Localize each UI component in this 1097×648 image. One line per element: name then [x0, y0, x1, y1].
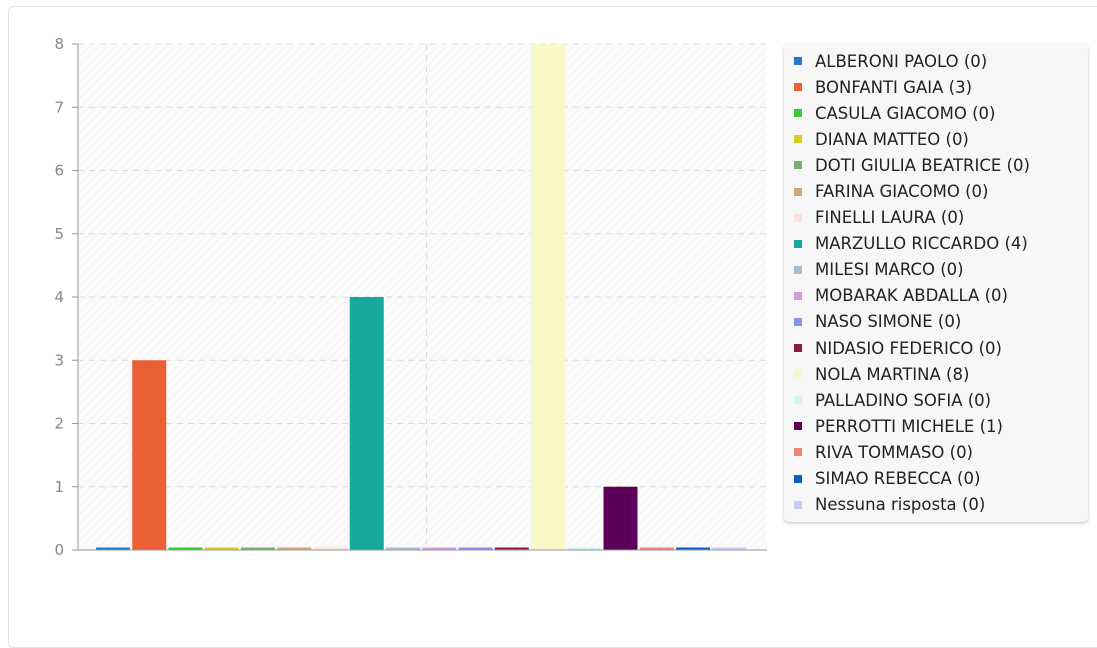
bar-8 [386, 547, 420, 550]
legend-swatch-7 [794, 239, 802, 248]
y-tick-label-3: 3 [54, 351, 64, 369]
bar-11 [494, 547, 529, 550]
bar-16 [676, 547, 710, 550]
bar-0 [96, 547, 130, 550]
legend-label-15: RIVA TOMMASO (0) [815, 442, 973, 462]
bar-5 [277, 547, 312, 550]
legend-label-13: PALLADINO SOFIA (0) [815, 390, 992, 410]
legend-label-17: Nessuna risposta (0) [815, 495, 986, 515]
legend-item-0[interactable]: ALBERONI PAOLO (0) [794, 48, 1088, 74]
legend-swatch-13 [794, 396, 802, 405]
legend-swatch-2 [794, 109, 802, 118]
legend-swatch-14 [794, 422, 802, 431]
legend-label-10: NASO SIMONE (0) [815, 312, 962, 332]
legend-item-6[interactable]: FINELLI LAURA (0) [794, 205, 1088, 231]
legend: ALBERONI PAOLO (0) BONFANTI GAIA (3) CASUL… [784, 44, 1088, 522]
legend-item-17[interactable]: Nessuna risposta (0) [794, 492, 1088, 518]
bar-14 [603, 486, 638, 550]
y-tick-label-7: 7 [54, 98, 64, 116]
legend-swatch-3 [794, 135, 802, 144]
legend-item-12[interactable]: NOLA MARTINA (8) [794, 361, 1088, 387]
y-tick-label-8: 8 [54, 35, 64, 53]
legend-item-1[interactable]: BONFANTI GAIA (3) [794, 74, 1088, 100]
legend-item-15[interactable]: RIVA TOMMASO (0) [794, 439, 1088, 465]
y-tick-label-1: 1 [54, 478, 64, 496]
legend-swatch-12 [794, 370, 802, 379]
legend-label-0: ALBERONI PAOLO (0) [815, 51, 988, 71]
bar-chart: 0 1 2 3 4 5 6 7 8 [54, 35, 767, 559]
legend-label-11: NIDASIO FEDERICO (0) [815, 338, 1002, 358]
legend-swatch-6 [794, 213, 802, 222]
legend-label-4: DOTI GIULIA BEATRICE (0) [815, 155, 1030, 175]
bar-1 [132, 360, 167, 550]
bar-7 [349, 297, 384, 550]
legend-item-16[interactable]: SIMAO REBECCA (0) [794, 466, 1088, 492]
bar-17 [712, 547, 747, 550]
y-tick-label-5: 5 [54, 225, 64, 243]
legend-swatch-0 [794, 57, 802, 66]
legend-item-13[interactable]: PALLADINO SOFIA (0) [794, 387, 1088, 413]
grid-lines [78, 43, 767, 550]
legend-label-5: FARINA GIACOMO (0) [815, 182, 989, 202]
y-tick-label-6: 6 [54, 162, 64, 180]
legend-label-16: SIMAO REBECCA (0) [815, 469, 981, 489]
bar-13 [567, 547, 602, 550]
bar-2 [168, 547, 203, 550]
bar-9 [422, 547, 457, 550]
legend-swatch-16 [794, 474, 802, 483]
legend-item-14[interactable]: PERROTTI MICHELE (1) [794, 413, 1088, 439]
y-tick-label-4: 4 [54, 288, 64, 306]
legend-label-1: BONFANTI GAIA (3) [815, 77, 972, 97]
bar-15 [639, 547, 674, 550]
legend-item-9[interactable]: MOBARAK ABDALLA (0) [794, 283, 1088, 309]
bar-3 [204, 547, 239, 550]
legend-item-3[interactable]: DIANA MATTEO (0) [794, 126, 1088, 152]
legend-item-8[interactable]: MILESI MARCO (0) [794, 257, 1088, 283]
legend-swatch-17 [794, 500, 802, 509]
legend-label-3: DIANA MATTEO (0) [815, 129, 969, 149]
bar-10 [458, 547, 493, 550]
legend-swatch-5 [794, 187, 802, 196]
legend-swatch-1 [794, 83, 802, 92]
legend-item-2[interactable]: CASULA GIACOMO (0) [794, 100, 1088, 126]
legend-label-8: MILESI MARCO (0) [815, 260, 964, 280]
legend-label-12: NOLA MARTINA (8) [815, 364, 970, 384]
y-axis-ticks: 0 1 2 3 4 5 6 7 8 [54, 35, 78, 559]
legend-item-7[interactable]: MARZULLO RICCARDO (4) [794, 231, 1088, 257]
legend-swatch-10 [794, 317, 802, 326]
bar-12 [531, 44, 565, 550]
y-tick-label-0: 0 [54, 541, 64, 559]
legend-label-2: CASULA GIACOMO (0) [815, 103, 996, 123]
bar-4 [241, 547, 275, 550]
legend-item-4[interactable]: DOTI GIULIA BEATRICE (0) [794, 152, 1088, 178]
legend-label-14: PERROTTI MICHELE (1) [815, 416, 1003, 436]
legend-swatch-15 [794, 448, 802, 457]
legend-swatch-8 [794, 265, 802, 274]
y-tick-label-2: 2 [54, 415, 64, 433]
bar-6 [313, 547, 348, 550]
legend-swatch-4 [794, 161, 802, 170]
legend-item-10[interactable]: NASO SIMONE (0) [794, 309, 1088, 335]
legend-label-6: FINELLI LAURA (0) [815, 208, 965, 228]
legend-label-9: MOBARAK ABDALLA (0) [815, 286, 1008, 306]
legend-label-7: MARZULLO RICCARDO (4) [815, 234, 1028, 254]
legend-swatch-9 [794, 291, 802, 300]
bars [96, 44, 747, 550]
legend-item-5[interactable]: FARINA GIACOMO (0) [794, 178, 1088, 204]
legend-swatch-11 [794, 344, 802, 353]
legend-item-11[interactable]: NIDASIO FEDERICO (0) [794, 335, 1088, 361]
